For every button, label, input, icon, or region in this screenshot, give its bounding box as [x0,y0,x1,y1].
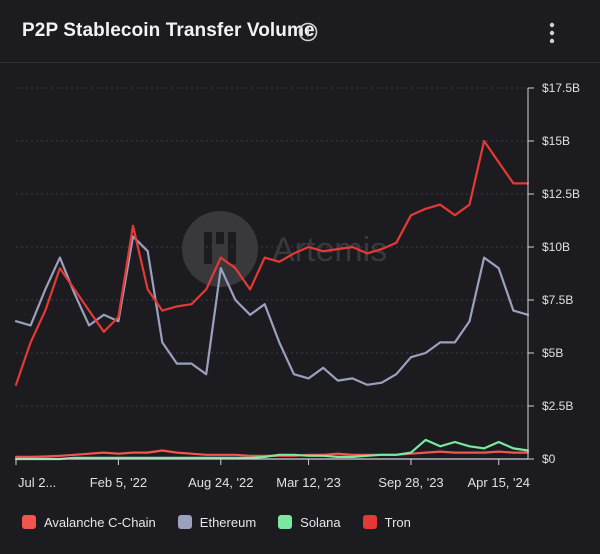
header-divider [0,62,600,63]
legend-label: Ethereum [199,514,257,530]
series-lines [14,139,530,461]
x-tick-label: Apr 15, '24 [468,475,530,490]
x-tick-label: Mar 12, '23 [276,475,341,490]
y-tick-label: $15B [542,134,570,148]
legend-label: Avalanche C-Chain [44,514,156,530]
vertical-ellipsis-icon[interactable] [542,20,562,46]
x-tick-label: Feb 5, '22 [90,475,147,490]
y-tick-label: $17.5B [542,81,580,95]
chart-title: P2P Stablecoin Transfer Volume [22,20,315,41]
series-line-ethereum [14,235,530,386]
y-tick-label: $0 [542,452,556,466]
legend-swatch [177,515,192,529]
axes: $0 $2.5B $5B $7.5B $10B $12.5B $15B $17.5B Jul 2… [15,81,580,490]
y-tick-label: $5B [542,346,563,360]
y-tick-label: $10B [542,240,570,254]
grid-lines [16,87,528,407]
legend-swatch [278,515,293,529]
series-line-tron [14,139,530,386]
y-tick-label: $2.5B [542,399,573,413]
legend-label: Tron [384,514,411,530]
legend-item-solana[interactable]: Solana [278,514,341,530]
line-chart: Artemis $0$2.5B$5B$7.5B$10B$12.5B$15B$17… [14,81,580,490]
x-tick-label: Jul 2... [18,475,56,490]
legend: Avalanche C-Chain Ethereum Solana Tron [22,512,433,532]
legend-item-ethereum[interactable]: Ethereum [177,514,257,530]
legend-swatch [22,515,36,529]
legend-item-tron[interactable]: Tron [362,514,411,530]
y-tick-label: $7.5B [542,293,573,307]
legend-label: Solana [300,514,341,530]
x-tick-label: Aug 24, '22 [188,475,253,490]
legend-swatch [362,515,377,529]
card-header: P2P Stablecoin Transfer Volume [0,0,600,64]
series-line-solana [14,438,530,461]
y-tick-label: $12.5B [542,187,580,201]
x-tick-label: Sep 28, '23 [378,475,443,490]
legend-item-avalanche[interactable]: Avalanche C-Chain [22,515,156,530]
info-circle-icon[interactable] [298,22,318,42]
